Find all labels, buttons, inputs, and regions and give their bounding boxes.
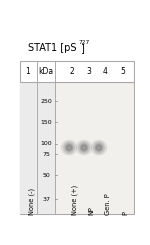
Ellipse shape (67, 145, 72, 150)
Ellipse shape (63, 142, 75, 153)
Ellipse shape (93, 142, 105, 153)
Bar (20, 61, 134, 82)
Ellipse shape (91, 140, 107, 155)
Text: 50: 50 (42, 173, 50, 178)
Text: Gen. P: Gen. P (105, 194, 111, 215)
Text: 3: 3 (86, 67, 91, 76)
Text: 4: 4 (103, 67, 108, 76)
Ellipse shape (65, 144, 73, 152)
Ellipse shape (80, 144, 88, 152)
Text: kDa: kDa (39, 67, 54, 76)
Text: STAT1 [pS: STAT1 [pS (28, 43, 77, 53)
Text: P: P (123, 211, 129, 215)
Text: 2: 2 (69, 67, 74, 76)
Bar (37, 82, 55, 214)
Bar (20, 82, 134, 214)
Text: 37: 37 (42, 196, 50, 202)
Bar (20, 82, 36, 214)
Text: 100: 100 (40, 141, 52, 146)
Text: 5: 5 (120, 67, 125, 76)
Ellipse shape (61, 140, 77, 155)
Text: None (-): None (-) (28, 188, 34, 215)
Text: 150: 150 (40, 120, 52, 125)
Ellipse shape (95, 144, 103, 152)
Text: 1: 1 (26, 67, 30, 76)
Ellipse shape (96, 145, 101, 150)
Text: NP: NP (88, 206, 94, 215)
Text: 75: 75 (42, 152, 50, 157)
Ellipse shape (82, 145, 87, 150)
Text: ]: ] (80, 43, 84, 53)
Ellipse shape (76, 140, 92, 155)
Text: None (+): None (+) (72, 185, 78, 215)
Text: 727: 727 (79, 40, 90, 46)
Text: 250: 250 (40, 99, 52, 104)
Ellipse shape (78, 142, 90, 153)
